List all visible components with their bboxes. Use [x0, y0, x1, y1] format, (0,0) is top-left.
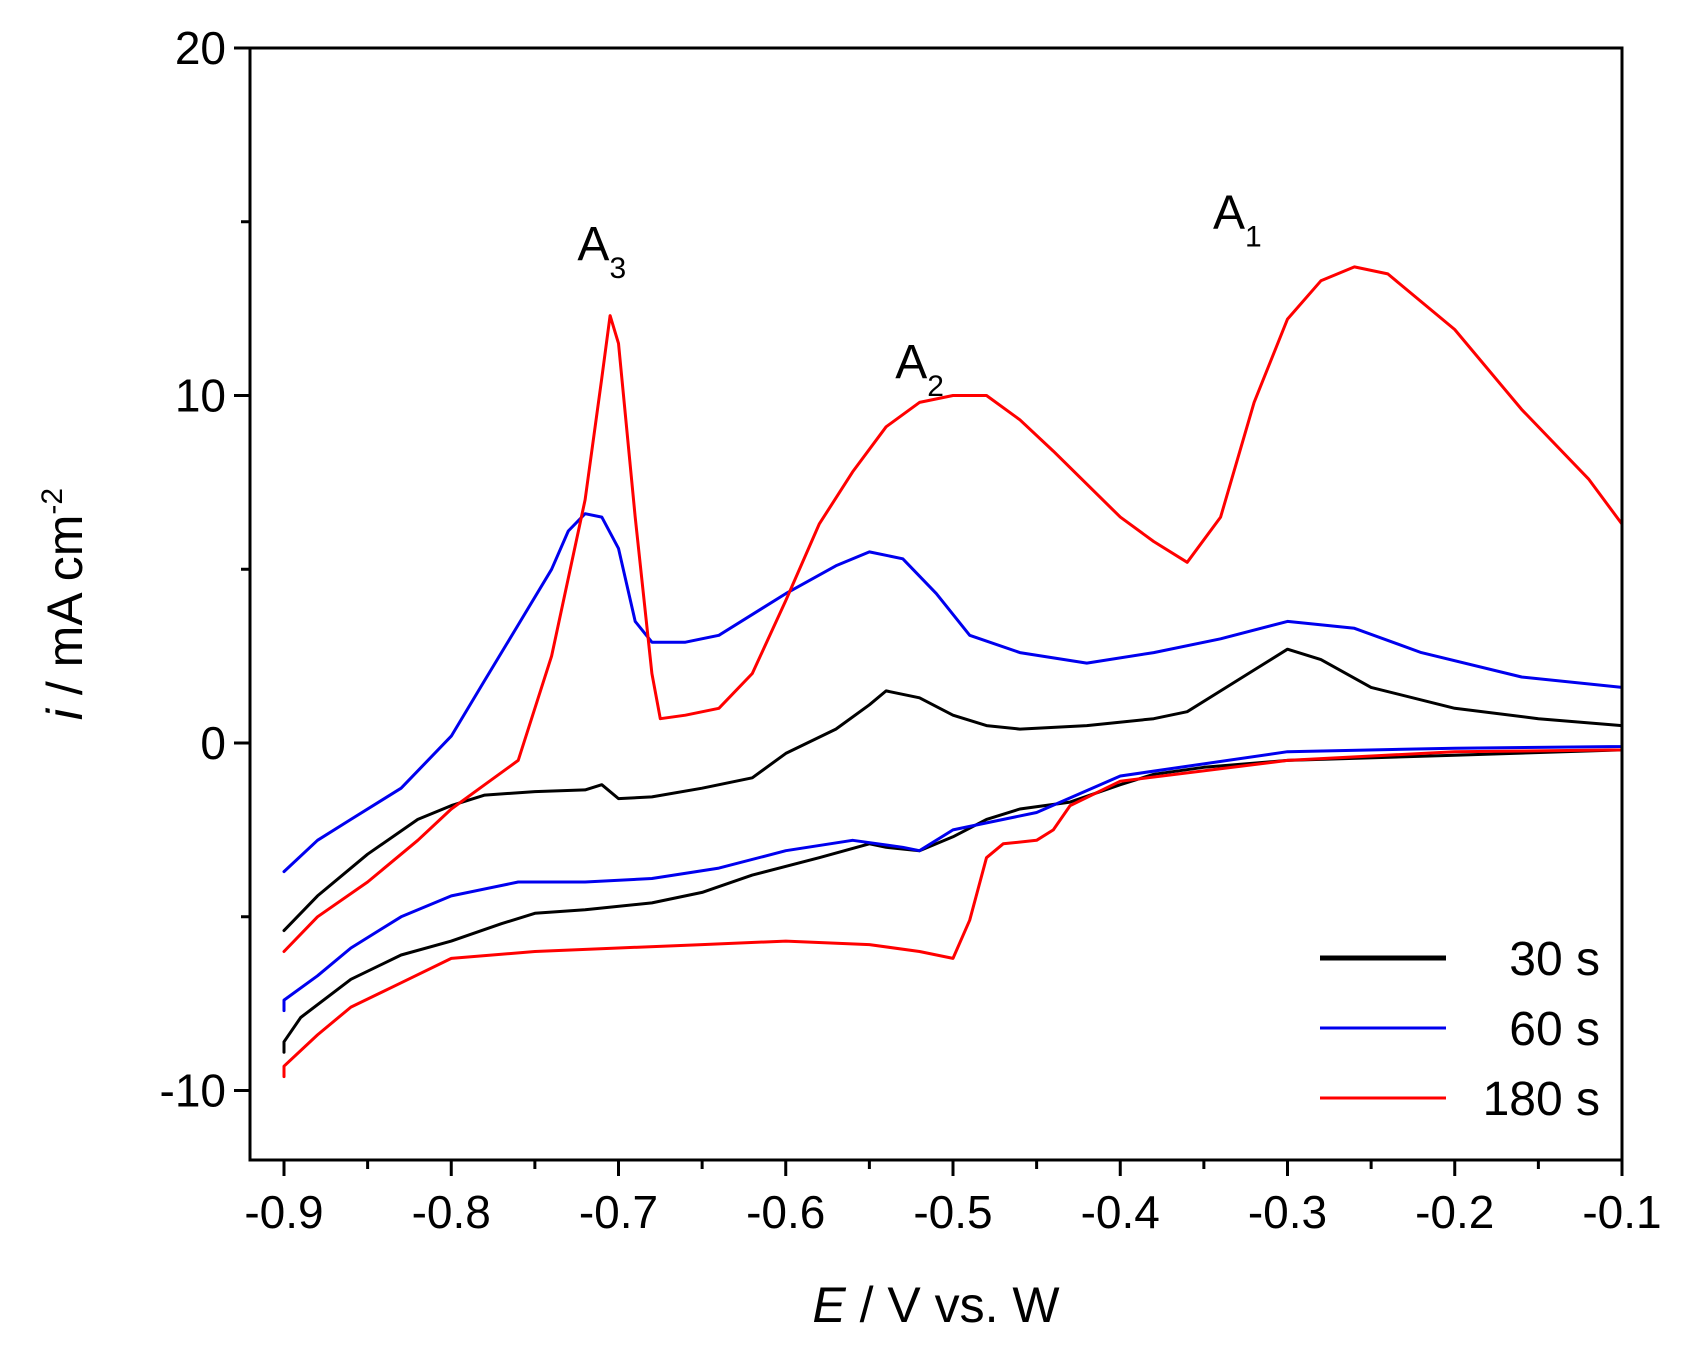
x-tick-label: -0.2 — [1415, 1186, 1494, 1238]
peak-label-main: A — [895, 336, 927, 389]
series-line-1 — [282, 647, 1622, 1054]
peak-label-sub: 2 — [927, 370, 944, 403]
peak-label-main: A — [577, 218, 609, 271]
y-axis-title: i / mA cm-2 — [36, 488, 93, 720]
x-tick-label: -0.3 — [1248, 1186, 1327, 1238]
peak-label-1: A3 — [577, 218, 626, 285]
x-tick-label: -0.7 — [579, 1186, 658, 1238]
peak-label-2: A2 — [895, 336, 944, 403]
y-tick-label: 0 — [200, 717, 226, 769]
y-axis: -10 0 10 20 — [160, 22, 250, 1117]
peak-label-3: A1 — [1213, 187, 1262, 254]
x-tick-label: -0.8 — [412, 1186, 491, 1238]
x-tick-label: -0.9 — [244, 1186, 323, 1238]
x-tick-label: -0.1 — [1582, 1186, 1661, 1238]
y-axis-title-sup: -2 — [36, 488, 69, 515]
y-tick-label: 10 — [175, 370, 226, 422]
x-axis-title-rest: / V vs. W — [846, 1277, 1061, 1333]
x-tick-label: -0.6 — [746, 1186, 825, 1238]
peak-label-sub: 3 — [609, 252, 626, 285]
series-line-2 — [282, 512, 1622, 1013]
x-axis-title-italic: E — [812, 1277, 846, 1333]
y-tick-label: -10 — [160, 1065, 226, 1117]
x-axis: -0.9 -0.8 -0.7 -0.6 -0.5 -0.4 -0.3 -0.2 -0.1 — [244, 1160, 1662, 1238]
x-axis-title: E / V vs. W — [812, 1277, 1060, 1333]
y-tick-label: 20 — [175, 22, 226, 74]
plot-frame — [248, 46, 1624, 1162]
series-layer — [282, 265, 1622, 1079]
legend-label-1: 30 s — [1509, 933, 1600, 986]
y-axis-title-italic: i — [37, 707, 93, 720]
peak-label-main: A — [1213, 187, 1245, 240]
legend-label-3: 180 s — [1483, 1073, 1600, 1126]
legend-label-2: 60 s — [1509, 1003, 1600, 1056]
peak-label-sub: 1 — [1245, 221, 1262, 254]
x-tick-label: -0.4 — [1081, 1186, 1160, 1238]
series-line-3 — [282, 265, 1622, 1079]
y-axis-title-rest: / mA cm — [37, 515, 93, 709]
x-tick-label: -0.5 — [913, 1186, 992, 1238]
legend: 30 s 60 s 180 s — [1320, 933, 1600, 1126]
